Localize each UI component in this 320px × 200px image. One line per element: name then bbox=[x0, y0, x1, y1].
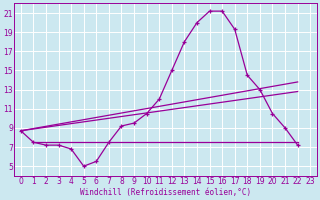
X-axis label: Windchill (Refroidissement éolien,°C): Windchill (Refroidissement éolien,°C) bbox=[80, 188, 251, 197]
